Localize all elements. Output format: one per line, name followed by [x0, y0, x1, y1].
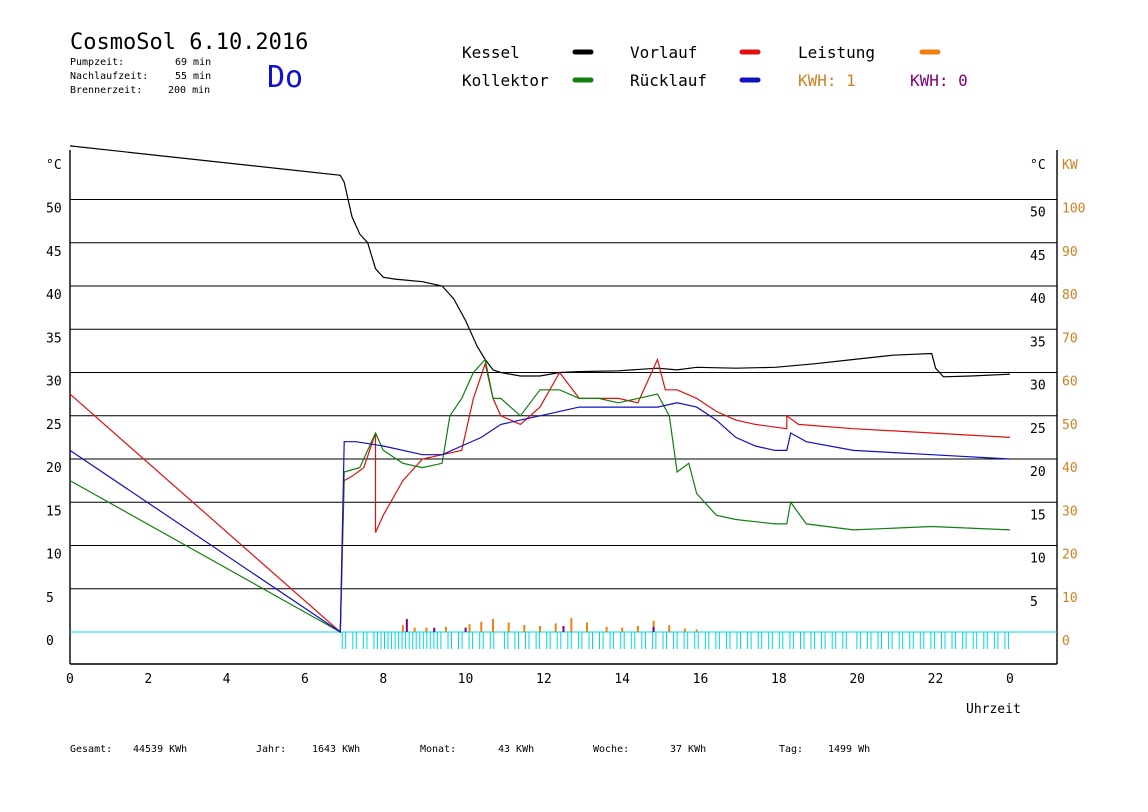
- series-line-vorlauf: [69, 357, 1011, 634]
- footer-woche-label: Woche:: [593, 744, 630, 755]
- y-tick-left-25: 25: [46, 418, 62, 433]
- info-pumpzeit-label: Pumpzeit:: [70, 57, 125, 68]
- grid-lines: [69, 150, 1058, 665]
- series-line-r-cklauf: [69, 402, 1011, 634]
- y-tick-left-30: 30: [46, 375, 62, 390]
- legend-vorlauf-label: Vorlauf: [630, 43, 698, 62]
- y-tick-right-c-30: 30: [1030, 379, 1046, 394]
- info-brennerzeit-value: 200 min: [168, 85, 211, 96]
- y-tick-left-10: 10: [46, 548, 62, 563]
- pump-activity: [341, 632, 1009, 649]
- y-tick-right-c-45: 45: [1030, 249, 1046, 264]
- y-tick-left-20: 20: [46, 461, 62, 476]
- info-brennerzeit-label: Brennerzeit:: [70, 85, 143, 96]
- y-tick-left-35: 35: [46, 331, 62, 346]
- y-tick-right-kw-70: 70: [1062, 331, 1078, 346]
- y-tick-right-kw-0: 0: [1062, 634, 1070, 649]
- x-tick-7: 14: [614, 672, 630, 687]
- legend-kollektor-label: Kollektor: [462, 71, 549, 90]
- footer-gesamt-value: 44539 KWh: [133, 744, 188, 755]
- tick-labels: 0510152025303540455051015202530354045500…: [46, 202, 1085, 688]
- x-tick-5: 10: [458, 672, 474, 687]
- y-tick-right-kw-30: 30: [1062, 504, 1078, 519]
- y-tick-left-40: 40: [46, 288, 62, 303]
- y-tick-right-c-20: 20: [1030, 465, 1046, 480]
- legend-kwh0-label: KWH: 0: [910, 71, 968, 90]
- footer-woche-value: 37 KWh: [670, 744, 707, 755]
- chart-title: CosmoSol 6.10.2016: [70, 30, 309, 55]
- x-tick-9: 18: [771, 672, 787, 687]
- x-tick-0: 0: [66, 672, 74, 687]
- x-tick-12: 0: [1006, 672, 1014, 687]
- y-tick-right-c-15: 15: [1030, 508, 1046, 523]
- y-axis-right-unit-c: °C: [1030, 158, 1046, 173]
- y-tick-right-kw-40: 40: [1062, 461, 1078, 476]
- y-tick-left-50: 50: [46, 202, 62, 217]
- pump-activity-marks: [341, 632, 1009, 649]
- y-tick-left-0: 0: [46, 634, 54, 649]
- x-tick-3: 6: [301, 672, 309, 687]
- y-tick-right-c-40: 40: [1030, 292, 1046, 307]
- footer-jahr-value: 1643 KWh: [312, 744, 361, 755]
- x-tick-2: 4: [223, 672, 231, 687]
- power-bars: [401, 618, 698, 632]
- legend-kessel-label: Kessel: [462, 43, 520, 62]
- footer-monat-label: Monat:: [420, 744, 457, 755]
- legend-ruecklauf-label: Rücklauf: [630, 71, 708, 90]
- x-axis-label: Uhrzeit: [966, 702, 1021, 717]
- y-tick-right-kw-60: 60: [1062, 375, 1078, 390]
- y-tick-right-c-10: 10: [1030, 552, 1046, 567]
- series-line-kollektor: [69, 358, 1011, 634]
- y-axis-right-unit-kw: KW: [1062, 158, 1078, 173]
- y-tick-left-45: 45: [46, 245, 62, 260]
- y-tick-right-kw-10: 10: [1062, 591, 1078, 606]
- weekday-label: Do: [267, 60, 304, 95]
- y-tick-left-15: 15: [46, 504, 62, 519]
- y-tick-right-c-25: 25: [1030, 422, 1046, 437]
- footer-monat-value: 43 KWh: [498, 744, 535, 755]
- y-tick-right-c-50: 50: [1030, 206, 1046, 221]
- x-tick-8: 16: [693, 672, 709, 687]
- x-tick-11: 22: [928, 672, 944, 687]
- y-tick-right-c-5: 5: [1030, 595, 1038, 610]
- footer-tag-value: 1499 Wh: [828, 744, 871, 755]
- series-lines: [69, 145, 1011, 634]
- info-nachlaufzeit-value: 55 min: [175, 71, 212, 82]
- legend-swatches: [572, 49, 941, 83]
- footer-tag-label: Tag:: [779, 744, 804, 755]
- y-axis-left-unit: °C: [46, 158, 62, 173]
- legend-leistung-label: Leistung: [798, 43, 876, 62]
- info-nachlaufzeit-label: Nachlaufzeit:: [70, 71, 149, 82]
- x-tick-1: 2: [144, 672, 152, 687]
- y-tick-right-kw-100: 100: [1062, 202, 1085, 217]
- y-tick-right-kw-20: 20: [1062, 548, 1078, 563]
- x-tick-6: 12: [536, 672, 552, 687]
- info-pumpzeit-value: 69 min: [175, 57, 212, 68]
- footer-gesamt-label: Gesamt:: [70, 744, 113, 755]
- y-tick-right-kw-90: 90: [1062, 245, 1078, 260]
- x-tick-10: 20: [849, 672, 865, 687]
- x-tick-4: 8: [379, 672, 387, 687]
- y-tick-right-kw-80: 80: [1062, 288, 1078, 303]
- footer-jahr-label: Jahr:: [256, 744, 287, 755]
- legend-kwh1-label: KWH: 1: [798, 71, 856, 90]
- y-tick-right-c-35: 35: [1030, 335, 1046, 350]
- y-tick-right-kw-50: 50: [1062, 418, 1078, 433]
- series-line-kessel: [69, 145, 1011, 378]
- y-tick-left-5: 5: [46, 591, 54, 606]
